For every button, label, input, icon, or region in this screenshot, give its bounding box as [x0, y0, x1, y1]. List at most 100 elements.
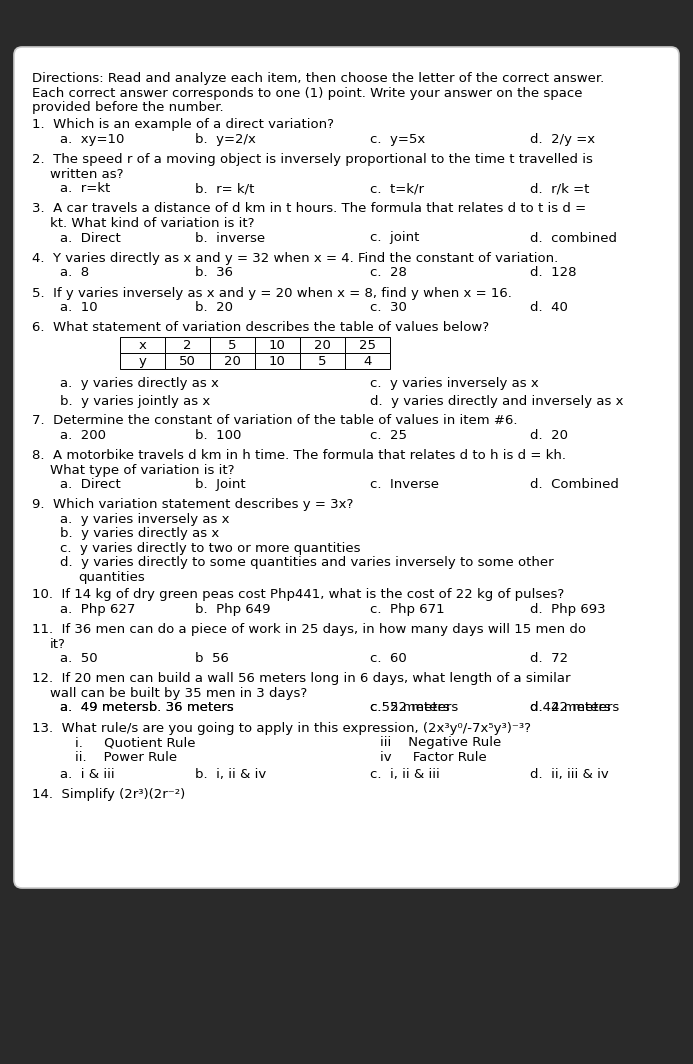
Bar [210, 337, 255, 353]
Text: b.  y varies directly as x: b. y varies directly as x [60, 528, 219, 541]
Text: y: y [139, 355, 146, 368]
Text: d.  y varies directly to some quantities and varies inversely to some other: d. y varies directly to some quantities … [60, 556, 554, 569]
Text: 25: 25 [359, 338, 376, 352]
Text: 8.  A motorbike travels d km in h time. The formula that relates d to h is d = k: 8. A motorbike travels d km in h time. T… [32, 449, 566, 462]
Text: 12.  If 20 men can build a wall 56 meters long in 6 days, what length of a simil: 12. If 20 men can build a wall 56 meters… [32, 672, 570, 685]
Text: d.  Php 693: d. Php 693 [530, 603, 606, 616]
Text: c.  t=k/r: c. t=k/r [370, 182, 424, 195]
Text: iv     Factor Rule: iv Factor Rule [380, 751, 486, 764]
Bar [300, 337, 345, 353]
Text: a.  y varies directly as x: a. y varies directly as x [60, 377, 219, 389]
Bar [210, 353, 255, 369]
Text: 7.  Determine the constant of variation of the table of values in item #6.: 7. Determine the constant of variation o… [32, 414, 518, 428]
Text: b.  36: b. 36 [195, 266, 233, 279]
Text: c.  25: c. 25 [370, 429, 407, 442]
Text: 5: 5 [318, 355, 327, 368]
Text: 20: 20 [224, 355, 241, 368]
Text: wall can be built by 35 men in 3 days?: wall can be built by 35 men in 3 days? [50, 687, 307, 700]
Text: b.  20: b. 20 [195, 301, 233, 314]
Text: 10: 10 [269, 355, 286, 368]
Text: a.  49 metersb. 36 meters: a. 49 metersb. 36 meters [60, 701, 234, 714]
Text: b.  inverse: b. inverse [195, 232, 265, 245]
Text: a.  xy=10: a. xy=10 [60, 133, 124, 146]
Bar [300, 353, 345, 369]
Text: b  56: b 56 [195, 652, 229, 665]
FancyBboxPatch shape [14, 47, 679, 888]
Text: a.  r=kt: a. r=kt [60, 182, 110, 195]
Text: 10.  If 14 kg of dry green peas cost Php441, what is the cost of 22 kg of pulses: 10. If 14 kg of dry green peas cost Php4… [32, 588, 564, 601]
Text: 4.  Y varies directly as x and y = 32 when x = 4. Find the constant of variation: 4. Y varies directly as x and y = 32 whe… [32, 252, 559, 265]
Text: d.  2/y =x: d. 2/y =x [530, 133, 595, 146]
Text: d.  42 meters: d. 42 meters [530, 701, 620, 714]
Text: a.  Php 627: a. Php 627 [60, 603, 135, 616]
Bar [165, 353, 210, 369]
Text: 5: 5 [228, 338, 237, 352]
Text: 11.  If 36 men can do a piece of work in 25 days, in how many days will 15 men d: 11. If 36 men can do a piece of work in … [32, 624, 586, 636]
Bar [255, 353, 300, 369]
Text: c.  i, ii & iii: c. i, ii & iii [370, 768, 440, 781]
Text: 4: 4 [363, 355, 371, 368]
Text: a.  10: a. 10 [60, 301, 98, 314]
Text: it?: it? [50, 637, 66, 650]
Text: c.  joint: c. joint [370, 232, 419, 245]
Text: written as?: written as? [50, 168, 123, 181]
Bar [345, 337, 390, 353]
Bar [120, 337, 165, 353]
Text: b.  Joint: b. Joint [195, 478, 245, 492]
Text: b.  Php 649: b. Php 649 [195, 603, 270, 616]
Text: a.  Direct: a. Direct [60, 478, 121, 492]
Text: d.  combined: d. combined [530, 232, 617, 245]
Text: d.  20: d. 20 [530, 429, 568, 442]
Text: d.  r/k =t: d. r/k =t [530, 182, 589, 195]
Text: 1.  Which is an example of a direct variation?: 1. Which is an example of a direct varia… [32, 118, 334, 131]
Text: provided before the number.: provided before the number. [32, 101, 224, 114]
Text: 3.  A car travels a distance of d km in t hours. The formula that relates d to t: 3. A car travels a distance of d km in t… [32, 202, 586, 216]
Text: 5.  If y varies inversely as x and y = 20 when x = 8, find y when x = 16.: 5. If y varies inversely as x and y = 20… [32, 286, 512, 300]
Text: a.  y varies inversely as x: a. y varies inversely as x [60, 513, 229, 526]
Text: c.  30: c. 30 [370, 301, 407, 314]
Text: a.  8: a. 8 [60, 266, 89, 279]
Text: 9.  Which variation statement describes y = 3x?: 9. Which variation statement describes y… [32, 498, 353, 512]
Text: kt. What kind of variation is it?: kt. What kind of variation is it? [50, 217, 254, 230]
Text: Each correct answer corresponds to one (1) point. Write your answer on the space: Each correct answer corresponds to one (… [32, 86, 583, 100]
Text: a.  Direct: a. Direct [60, 232, 121, 245]
Text: c.  y=5x: c. y=5x [370, 133, 426, 146]
Text: b.  y varies jointly as x: b. y varies jointly as x [60, 396, 210, 409]
Text: i.     Quotient Rule: i. Quotient Rule [75, 736, 195, 749]
Bar [345, 353, 390, 369]
Text: 50: 50 [179, 355, 196, 368]
Text: b.  100: b. 100 [195, 429, 241, 442]
Text: a.  200: a. 200 [60, 429, 106, 442]
Text: c.  Php 671: c. Php 671 [370, 603, 445, 616]
Text: 14.  Simplify (2r³)(2r⁻²): 14. Simplify (2r³)(2r⁻²) [32, 788, 185, 801]
Text: d.  72: d. 72 [530, 652, 568, 665]
Text: 2.  The speed r of a moving object is inversely proportional to the time t trave: 2. The speed r of a moving object is inv… [32, 153, 593, 166]
Text: What type of variation is it?: What type of variation is it? [50, 464, 234, 477]
Text: c.  52 meters: c. 52 meters [370, 701, 458, 714]
Text: ii.    Power Rule: ii. Power Rule [75, 751, 177, 764]
Text: c.52 meters: c.52 meters [370, 701, 450, 714]
Text: x: x [139, 338, 146, 352]
Text: c.  y varies directly to two or more quantities: c. y varies directly to two or more quan… [60, 542, 360, 555]
Bar [120, 353, 165, 369]
Text: b.  y=2/x: b. y=2/x [195, 133, 256, 146]
Text: d.  128: d. 128 [530, 266, 577, 279]
Text: 2: 2 [183, 338, 192, 352]
Text: 6.  What statement of variation describes the table of values below?: 6. What statement of variation describes… [32, 321, 489, 334]
Text: d.  y varies directly and inversely as x: d. y varies directly and inversely as x [370, 396, 624, 409]
Text: c.  Inverse: c. Inverse [370, 478, 439, 492]
Text: a.  49 metersb. 36 meters: a. 49 metersb. 36 meters [60, 701, 234, 714]
Bar [255, 337, 300, 353]
Text: c.  60: c. 60 [370, 652, 407, 665]
Text: 10: 10 [269, 338, 286, 352]
Bar [165, 337, 210, 353]
Text: c.  28: c. 28 [370, 266, 407, 279]
Text: d.42 meters: d.42 meters [530, 701, 611, 714]
Text: d.  ii, iii & iv: d. ii, iii & iv [530, 768, 608, 781]
Text: a.  50: a. 50 [60, 652, 98, 665]
Text: d.  Combined: d. Combined [530, 478, 619, 492]
Text: b.  r= k/t: b. r= k/t [195, 182, 254, 195]
Text: d.  40: d. 40 [530, 301, 568, 314]
Text: c.  y varies inversely as x: c. y varies inversely as x [370, 377, 538, 389]
Text: Directions: Read and analyze each item, then choose the letter of the correct an: Directions: Read and analyze each item, … [32, 72, 604, 85]
